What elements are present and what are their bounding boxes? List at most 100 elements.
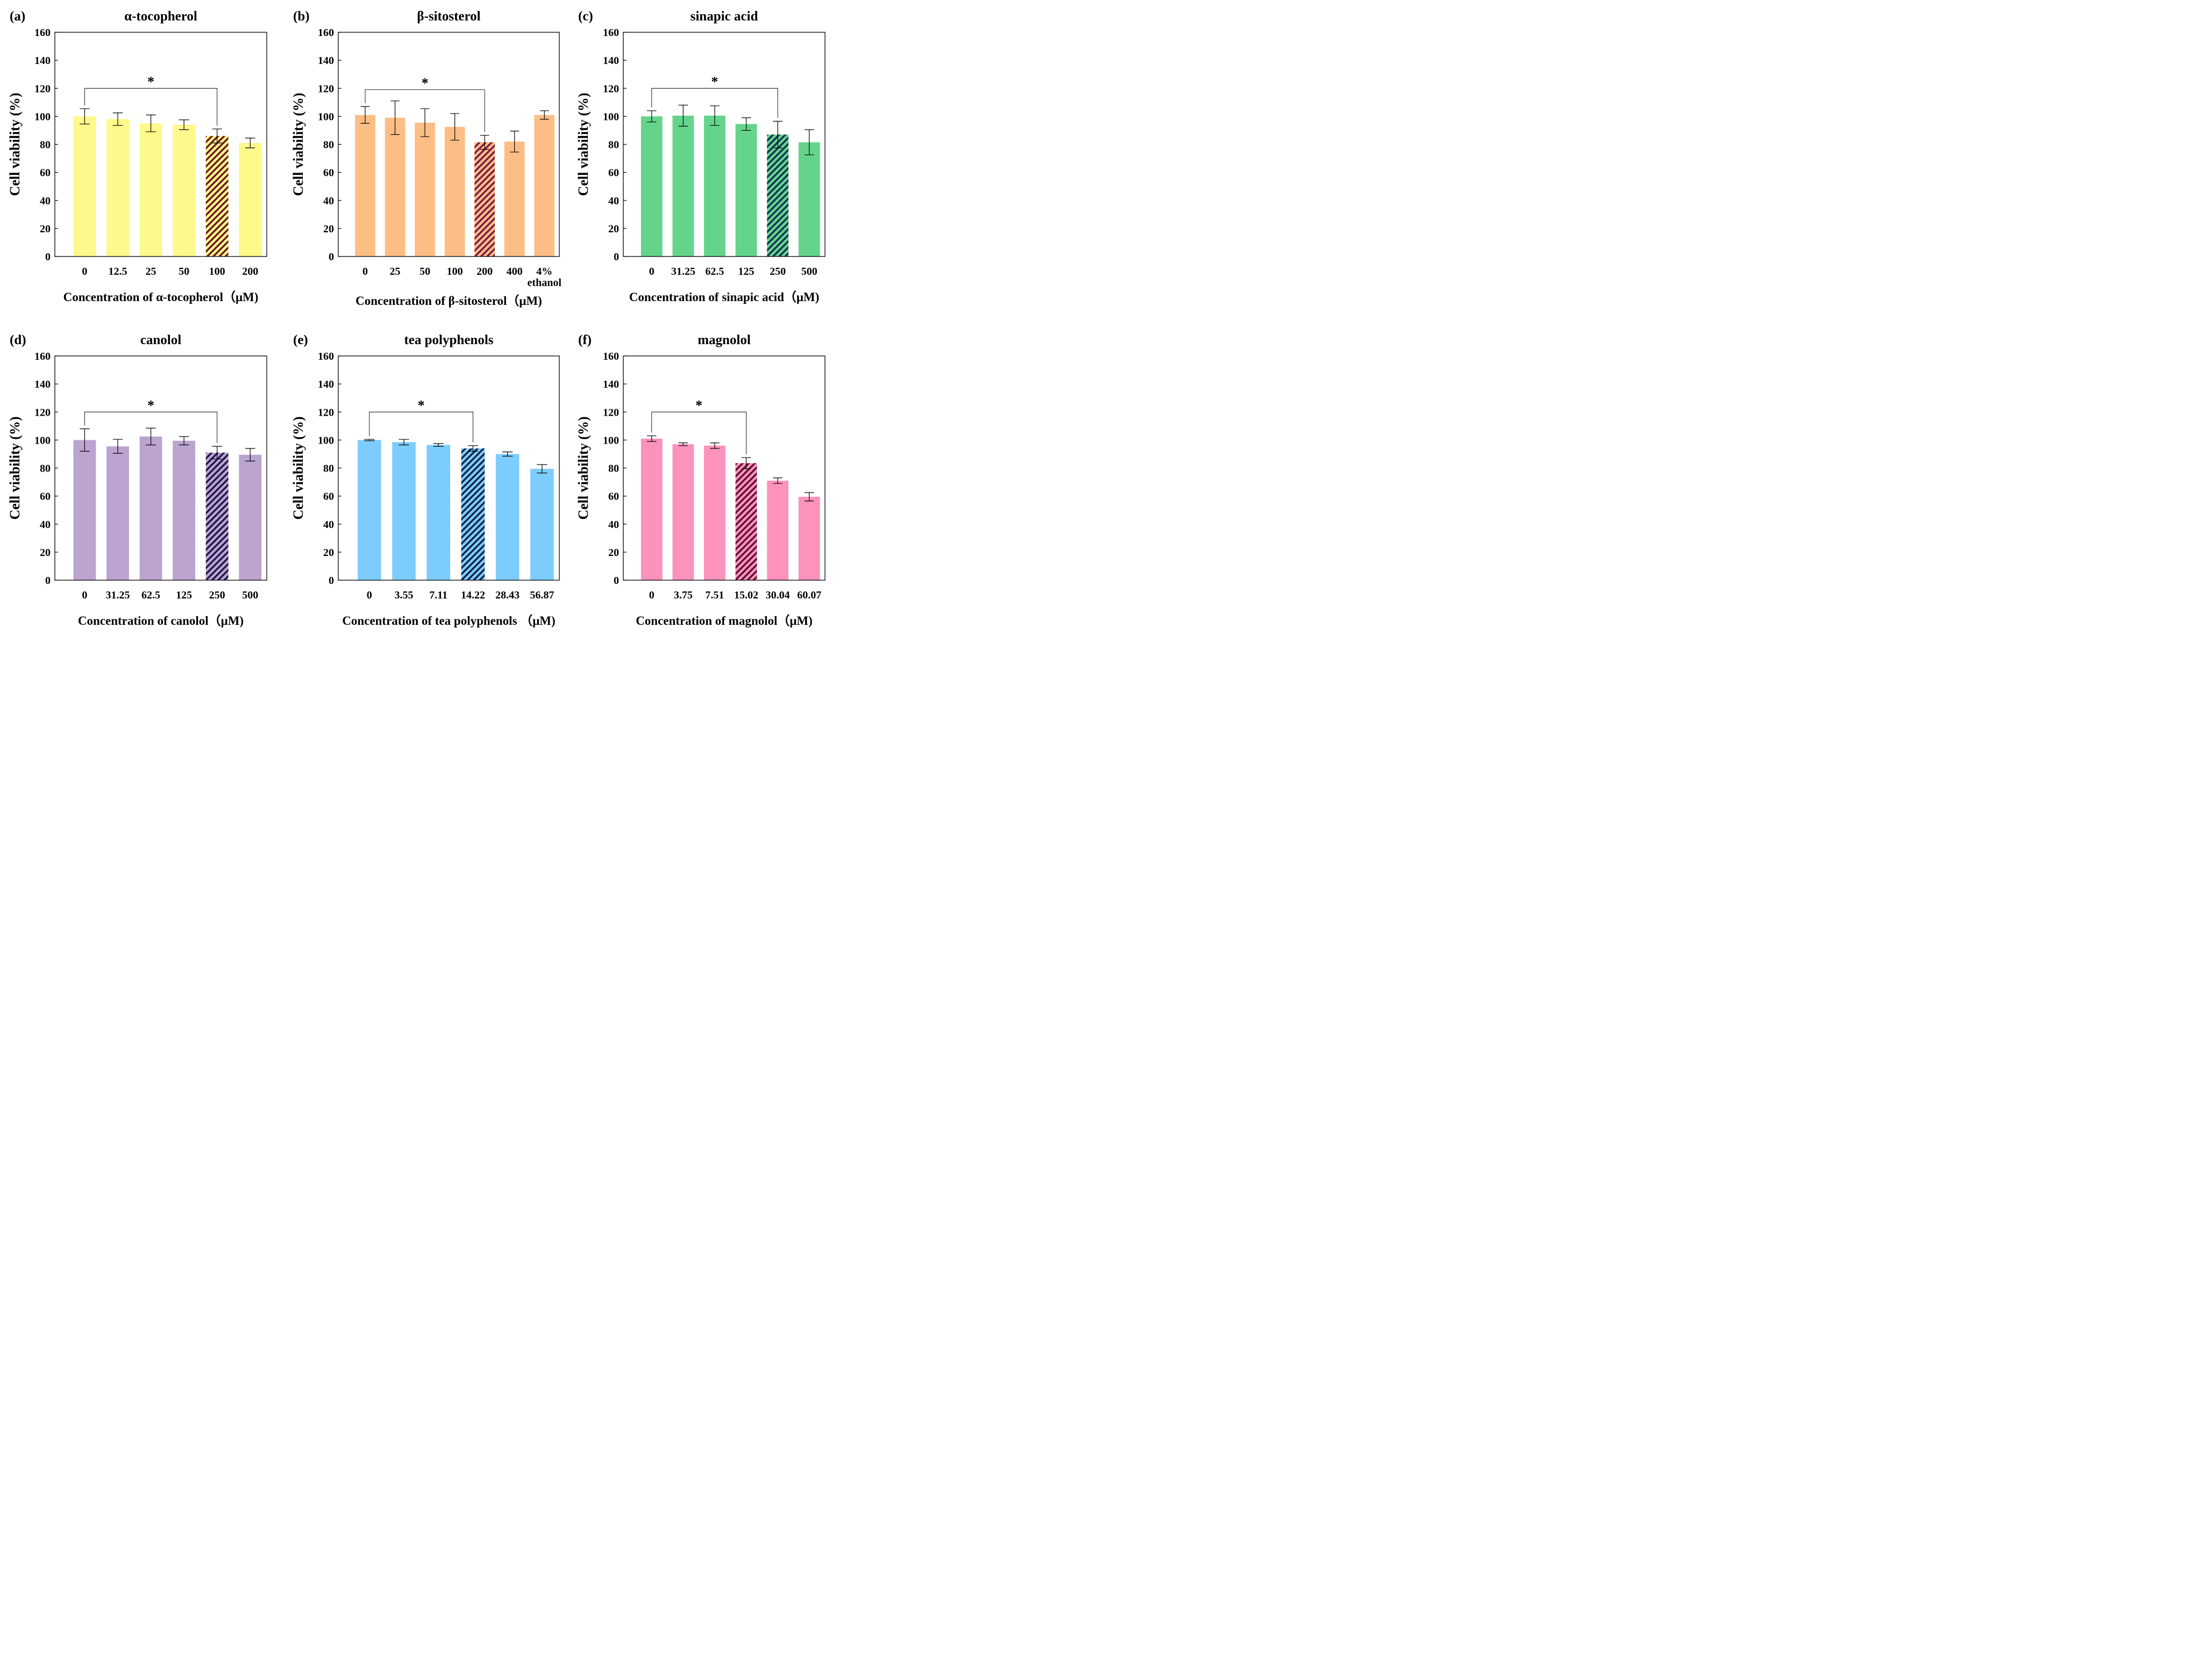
x-tick-label: 100: [209, 266, 225, 277]
x-tick-label: 12.5: [108, 266, 127, 277]
bar: [504, 141, 525, 256]
error-bar: [539, 110, 549, 120]
y-tick-label: 120: [603, 406, 619, 418]
plot-frame: [623, 32, 826, 257]
bar-highlighted: [767, 134, 789, 256]
x-tick-label: 100: [447, 266, 463, 277]
significance-bracket: [84, 411, 218, 444]
error-bar: [390, 101, 400, 135]
chart-title: tea polyphenols: [404, 333, 493, 347]
bar: [173, 125, 196, 256]
x-tick-label: 200: [476, 266, 493, 277]
x-tick-label: 7.51: [705, 589, 724, 601]
y-tick-label: 60: [40, 167, 51, 179]
y-axis-label: Cell viability (%): [290, 416, 306, 519]
bar-highlighted: [474, 142, 495, 256]
error-bar: [179, 436, 189, 446]
x-tick-label: 60.07: [797, 589, 821, 601]
x-axis-label: Concentration of magnolol（μM): [636, 614, 813, 627]
y-tick-label: 120: [603, 83, 619, 95]
x-axis-label: Concentration of α-tocopherol（μM): [63, 290, 259, 304]
y-tick-label: 100: [34, 111, 51, 123]
x-tick-label: 30.04: [766, 589, 790, 601]
y-tick-label: 40: [323, 519, 334, 531]
y-tick-label: 160: [34, 27, 51, 39]
x-tick-label: 0: [82, 266, 87, 277]
bar: [415, 123, 435, 256]
bar: [385, 117, 406, 256]
y-tick-label: 20: [323, 547, 334, 559]
x-tick-label: 200: [242, 266, 258, 277]
y-axis-label: Cell viability (%): [7, 416, 23, 519]
error-bar: [510, 131, 519, 153]
error-bar: [245, 138, 255, 148]
y-tick-label: 40: [608, 195, 619, 207]
bar: [672, 444, 694, 580]
y-tick-label: 0: [614, 575, 619, 587]
bar: [139, 436, 162, 580]
bar: [139, 123, 162, 256]
bar-highlighted: [205, 135, 229, 256]
x-tick-label: 7.11: [429, 589, 447, 601]
y-tick-label: 140: [318, 379, 334, 390]
y-tick-label: 80: [608, 463, 619, 475]
chart-panel-2: (b) β-sitosterol 0 20 40 60 80 100 120 140 160 Cell…: [290, 9, 561, 308]
y-tick-label: 80: [323, 463, 334, 475]
y-tick-label: 20: [608, 223, 619, 235]
y-tick-label: 80: [40, 463, 51, 475]
y-tick-label: 40: [40, 519, 51, 531]
x-axis-label: Concentration of sinapic acid（μM): [629, 290, 820, 304]
error-bar: [480, 134, 489, 150]
y-tick-label: 40: [608, 519, 619, 531]
panel-label: (c): [578, 9, 593, 24]
bar: [641, 116, 663, 256]
y-axis-label: Cell viability (%): [575, 92, 591, 196]
x-tick-label: 0: [82, 589, 87, 601]
x-tick-label: 62.5: [705, 266, 724, 277]
bar: [239, 142, 262, 256]
y-tick-label: 40: [323, 195, 334, 207]
x-tick-label: 56.87: [530, 589, 554, 601]
x-tick-label: 0: [367, 589, 372, 601]
error-bar: [502, 451, 513, 457]
y-tick-label: 140: [603, 379, 619, 390]
y-tick-label: 140: [34, 55, 51, 67]
x-tick-label: 28.43: [495, 589, 520, 601]
y-tick-label: 80: [40, 139, 51, 151]
bar: [355, 115, 375, 257]
significance-star: *: [147, 397, 154, 413]
plot-frame: [623, 355, 826, 581]
bar-highlighted: [205, 452, 229, 580]
error-bar: [804, 129, 814, 155]
x-tick-label: 0: [362, 266, 368, 277]
significance-star: *: [695, 397, 702, 413]
bar: [392, 442, 416, 580]
significance-star: *: [422, 75, 429, 91]
x-tick-label: 25: [146, 266, 157, 277]
y-tick-label: 80: [608, 139, 619, 151]
y-tick-label: 60: [40, 491, 51, 503]
error-bar: [450, 113, 459, 141]
error-bar: [804, 492, 814, 502]
y-tick-label: 140: [318, 55, 334, 67]
error-bar: [179, 119, 189, 130]
y-tick-label: 0: [614, 251, 619, 263]
panel-label: (a): [10, 9, 25, 24]
y-tick-label: 140: [34, 379, 51, 390]
y-tick-label: 40: [40, 195, 51, 207]
y-tick-label: 0: [329, 575, 334, 587]
y-tick-label: 60: [608, 491, 619, 503]
x-tick-label: 31.25: [105, 589, 130, 601]
y-axis-label: Cell viability (%): [575, 416, 591, 519]
error-bar: [146, 115, 156, 132]
significance-star: *: [147, 74, 154, 89]
x-tick-label: 500: [242, 589, 258, 601]
chart-title: α-tocopherol: [124, 9, 197, 24]
error-bar: [80, 428, 90, 452]
y-axis-label: Cell viability (%): [7, 92, 23, 196]
figure-svg: (a) α-tocopherol 0 20 40 60 80 100 120 140 160 Cell…: [7, 9, 826, 627]
error-bar: [245, 448, 255, 462]
y-tick-label: 20: [608, 547, 619, 559]
chart-title: canolol: [140, 333, 181, 347]
y-tick-label: 120: [34, 83, 51, 95]
